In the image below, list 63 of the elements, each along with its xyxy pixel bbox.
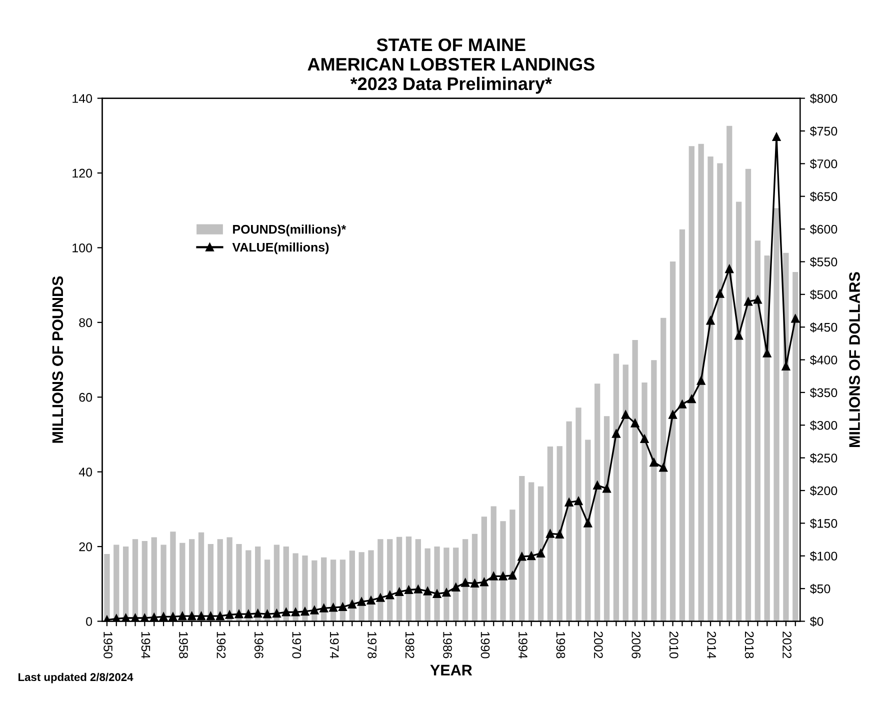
y2-tick-label: $500 xyxy=(810,290,838,300)
text: Last updated 2/8/2024 xyxy=(18,672,134,684)
y-tick-label: 120 xyxy=(72,168,92,178)
bar xyxy=(481,516,488,622)
y-tick-label: 140 xyxy=(72,94,92,103)
y2-tick-label: $450 xyxy=(810,322,838,332)
y2-tick-label: $400 xyxy=(810,355,838,366)
x-tick-label: 2010 xyxy=(669,632,678,658)
bar xyxy=(774,208,780,622)
y2-tick-label: $600 xyxy=(810,224,838,234)
y2-tick-label: $550 xyxy=(810,256,838,268)
x-tick-label: 1958 xyxy=(179,632,188,658)
x-tick-label: 1998 xyxy=(556,632,566,658)
x-tick-label: 1974 xyxy=(330,632,339,658)
bar xyxy=(622,364,628,622)
bar xyxy=(547,446,554,622)
x-tick-label: 1970 xyxy=(292,632,302,658)
bar xyxy=(538,486,544,622)
bar xyxy=(604,416,610,622)
chart-title: STATE OF MAINE AMERICAN LOBSTER LANDINGS *2023 Data Preliminary* xyxy=(308,38,594,94)
y-tick-label: 60 xyxy=(79,392,92,402)
bar xyxy=(745,168,752,622)
x-tick-label: 1994 xyxy=(518,632,528,658)
y-tick-label: 40 xyxy=(78,468,92,476)
y2-axis-title: MILLIONS OF DOLLARS xyxy=(849,272,860,448)
x-tick-label: 2018 xyxy=(744,632,754,658)
x-tick-label: 1986 xyxy=(443,632,452,658)
x-axis-title: YEAR xyxy=(430,664,472,676)
bar xyxy=(104,554,110,622)
x-tick-label: 1966 xyxy=(254,632,264,658)
y2-tick-label: $700 xyxy=(810,158,838,170)
y2-tick-label: $750 xyxy=(810,126,838,136)
y-tick-label: 0 xyxy=(86,617,92,626)
y-tick-label: 20 xyxy=(79,542,92,552)
x-tick-label: 1982 xyxy=(405,632,414,658)
bar xyxy=(679,229,686,622)
y2-tick-label: $200 xyxy=(810,486,838,496)
y-axis-title: MILLIONS OF POUNDS xyxy=(52,276,64,443)
y2-tick-label: $0 xyxy=(810,616,824,627)
x-tick-label: 1950 xyxy=(104,632,112,658)
y2-tick-label: $100 xyxy=(810,551,838,562)
x-tick-label: 2014 xyxy=(707,632,716,658)
x-tick-label: 1962 xyxy=(216,632,226,658)
y-tick-label: 100 xyxy=(72,244,92,252)
x-tick-label: 2022 xyxy=(782,632,792,658)
x-tick-label: 1954 xyxy=(141,632,150,658)
x-tick-label: 1990 xyxy=(480,632,490,658)
y2-tick-label: $250 xyxy=(810,453,838,464)
y2-tick-label: $350 xyxy=(810,388,838,398)
x-tick-label: 2002 xyxy=(594,632,603,658)
y2-tick-label: $150 xyxy=(810,518,838,529)
bar xyxy=(736,202,742,622)
legend-label: POUNDS(millions)* xyxy=(233,224,346,236)
y2-tick-label: $650 xyxy=(810,192,838,202)
x-tick-label: 1978 xyxy=(368,632,377,658)
legend-label: VALUE(millions) xyxy=(232,242,329,254)
bar xyxy=(613,354,620,622)
y2-tick-label: $800 xyxy=(810,94,838,104)
y-tick-label: 80 xyxy=(79,318,92,328)
x-tick-label: 2006 xyxy=(632,632,641,658)
y2-tick-label: $300 xyxy=(810,420,838,431)
bar xyxy=(670,262,676,622)
y2-tick-label: $50 xyxy=(810,584,830,594)
